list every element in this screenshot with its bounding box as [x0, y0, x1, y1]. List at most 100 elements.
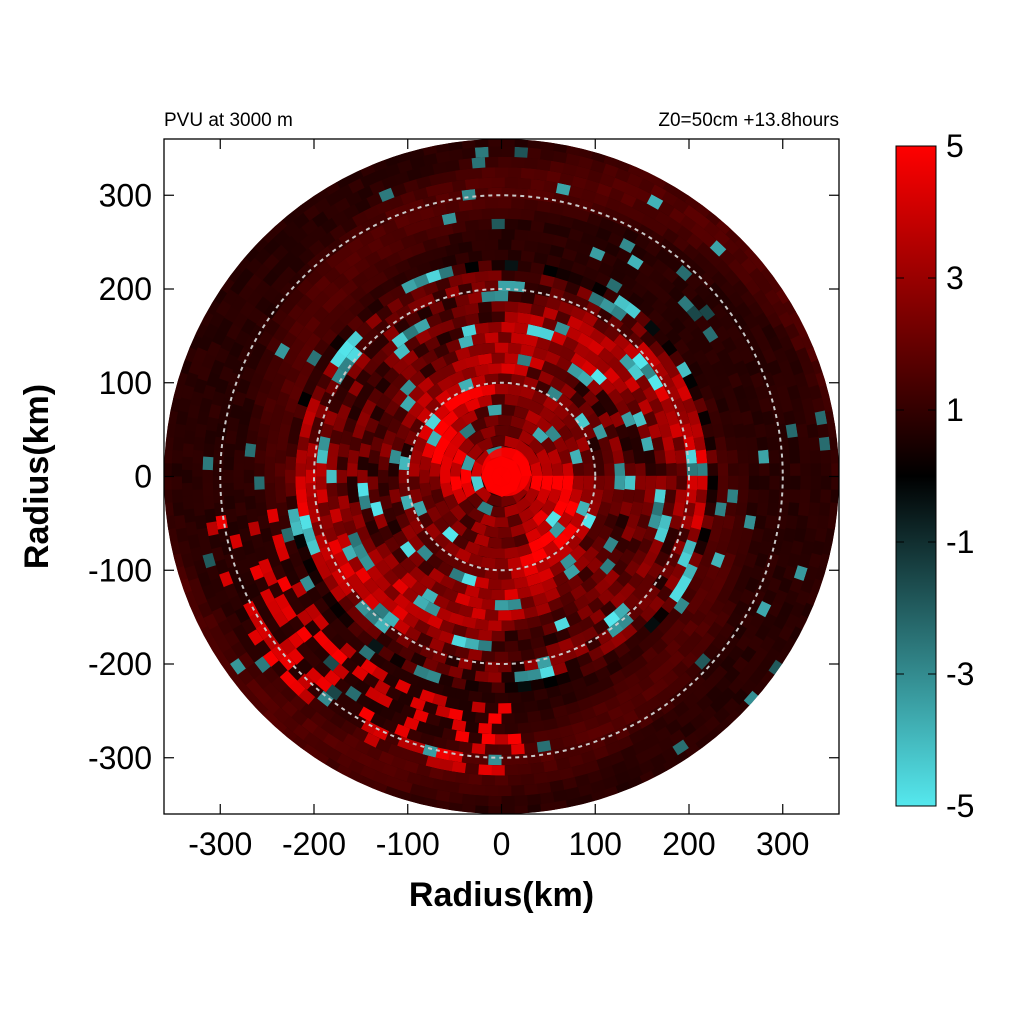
- field-cell: [271, 660, 288, 678]
- field-cell: [254, 360, 270, 377]
- field-cell: [690, 641, 708, 659]
- field-cell: [510, 156, 525, 168]
- field-cell: [197, 335, 213, 352]
- field-cell: [540, 436, 557, 454]
- field-cell: [278, 514, 292, 531]
- field-cell: [398, 646, 416, 662]
- field-cell: [604, 197, 622, 212]
- field-cell: [726, 449, 739, 464]
- field-cell: [290, 201, 308, 218]
- field-cell: [635, 561, 652, 579]
- field-cell: [723, 302, 740, 320]
- field-cell: [477, 177, 492, 189]
- field-cell: [209, 625, 225, 643]
- field-cell: [332, 520, 347, 538]
- field-cell: [707, 653, 725, 671]
- field-cell: [448, 708, 464, 721]
- field-cell: [330, 368, 347, 386]
- field-cell: [617, 612, 635, 630]
- field-cell: [697, 598, 714, 616]
- field-cell: [287, 429, 301, 446]
- field-cell: [263, 540, 277, 557]
- field-cell: [633, 488, 646, 504]
- field-cell: [340, 719, 358, 736]
- field-cell: [425, 226, 442, 241]
- field-cell: [438, 630, 455, 645]
- field-cell: [494, 167, 509, 178]
- field-cell: [744, 656, 762, 674]
- field-cell: [382, 383, 400, 401]
- field-cell: [232, 624, 249, 642]
- field-cell: [541, 499, 558, 517]
- field-cell: [688, 551, 704, 568]
- field-cell: [347, 449, 360, 465]
- field-cell: [203, 495, 215, 511]
- field-cell: [498, 610, 513, 621]
- field-cell: [477, 353, 493, 366]
- field-cell: [381, 763, 398, 778]
- field-cell: [377, 456, 390, 471]
- field-cell: [321, 591, 339, 609]
- field-cell: [202, 384, 216, 401]
- field-cell: [686, 233, 704, 250]
- field-cell: [500, 270, 515, 281]
- field-cell: [609, 669, 627, 686]
- field-cell: [574, 773, 591, 788]
- field-cell: [583, 475, 595, 491]
- field-cell: [399, 557, 417, 575]
- field-cell: [669, 514, 683, 530]
- field-cell: [297, 673, 315, 691]
- field-cell: [631, 386, 648, 404]
- field-cell: [343, 417, 358, 434]
- field-cell: [777, 435, 789, 451]
- field-cell: [542, 222, 558, 235]
- field-cell: [340, 217, 358, 234]
- field-cell: [613, 294, 631, 311]
- field-cell: [287, 288, 305, 306]
- field-cell: [323, 410, 338, 427]
- field-cell: [567, 574, 585, 591]
- field-cell: [644, 279, 662, 296]
- field-cell: [778, 359, 793, 376]
- field-cell: [602, 163, 619, 178]
- field-cell: [573, 208, 591, 223]
- field-cell: [491, 765, 506, 776]
- field-cell: [494, 734, 509, 745]
- x-tick-label: 100: [569, 826, 622, 862]
- field-cell: [466, 492, 484, 510]
- field-cell: [662, 179, 680, 196]
- field-cell: [219, 571, 234, 588]
- field-cell: [203, 443, 215, 458]
- field-cell: [513, 188, 529, 200]
- field-cell: [390, 226, 408, 242]
- field-cell: [609, 344, 627, 361]
- field-cell: [504, 630, 519, 642]
- field-cell: [526, 147, 542, 160]
- field-cell: [514, 805, 529, 814]
- field-cell: [270, 275, 288, 293]
- field-cell: [351, 665, 369, 682]
- field-cell: [238, 410, 252, 426]
- field-cell: [536, 740, 552, 753]
- field-cell: [232, 312, 248, 330]
- field-cell: [547, 597, 565, 612]
- field-cell: [434, 436, 451, 454]
- field-cell: [498, 703, 513, 714]
- field-cell: [467, 250, 483, 263]
- field-cell: [303, 732, 321, 749]
- field-cell: [347, 532, 363, 549]
- field-cell: [329, 303, 347, 320]
- field-cell: [586, 169, 603, 184]
- field-cell: [793, 527, 807, 543]
- field-cell: [558, 488, 573, 505]
- field-cell: [355, 615, 373, 632]
- field-cell: [358, 381, 375, 399]
- field-cell: [743, 623, 760, 641]
- field-cell: [660, 339, 678, 357]
- field-cell: [800, 577, 815, 594]
- field-cell: [551, 461, 564, 477]
- field-cell: [359, 776, 376, 792]
- field-cell: [513, 533, 530, 548]
- field-cell: [682, 204, 700, 221]
- field-cell: [406, 728, 423, 743]
